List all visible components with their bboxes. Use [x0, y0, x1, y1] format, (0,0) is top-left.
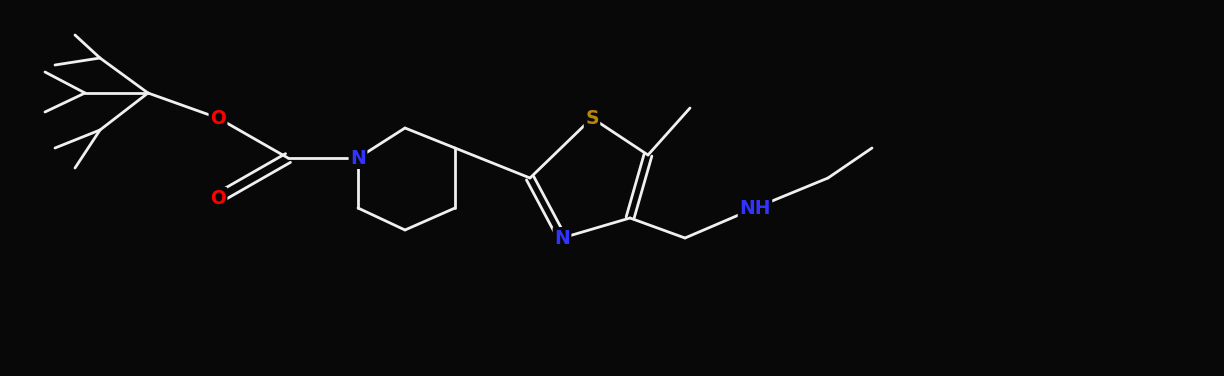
Text: N: N [350, 149, 366, 167]
Text: N: N [554, 229, 570, 247]
Text: NH: NH [739, 199, 771, 217]
Text: O: O [211, 109, 226, 127]
Text: S: S [585, 109, 599, 127]
Text: O: O [211, 188, 226, 208]
